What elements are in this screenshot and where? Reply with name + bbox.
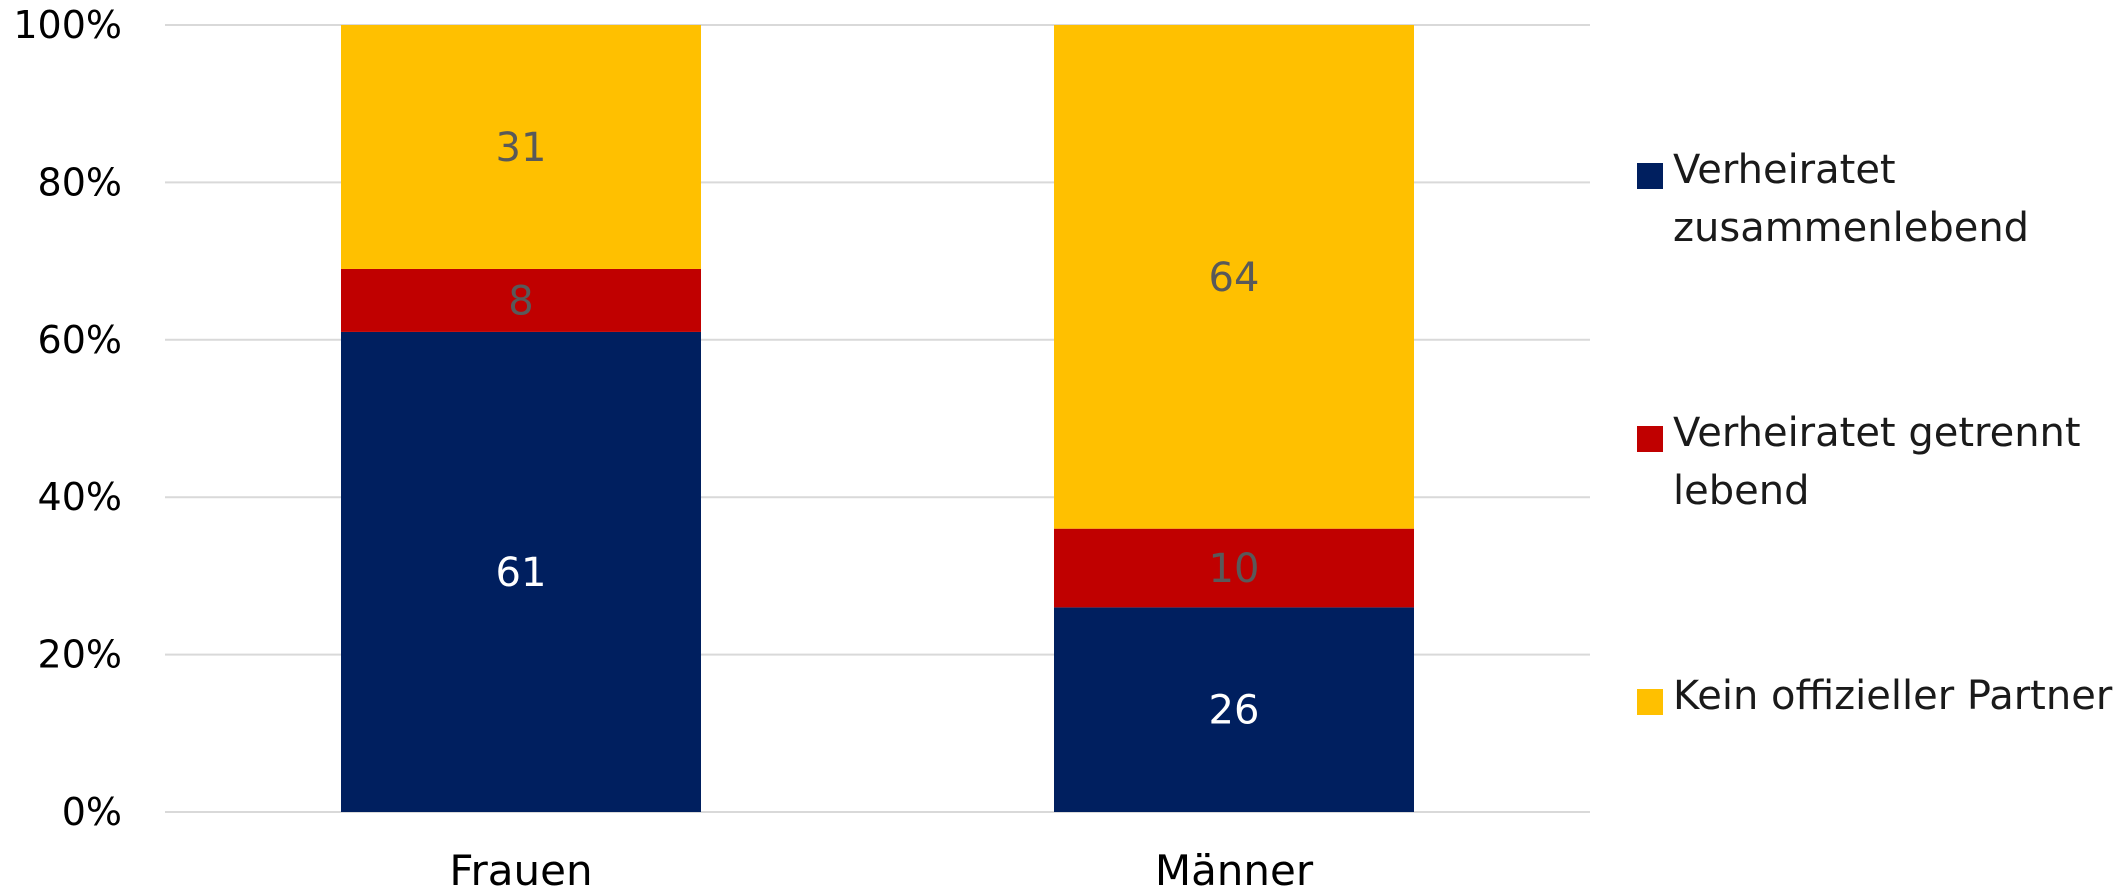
data-label: 31 (496, 125, 547, 171)
bar-segment (1054, 25, 1414, 529)
y-tick-label: 100% (13, 3, 122, 47)
data-label: 10 (1209, 546, 1260, 592)
x-category-label: Männer (1155, 846, 1314, 892)
bar-segment (1054, 607, 1414, 812)
legend-label: Verheiratet getrennt lebend (1673, 410, 2081, 514)
legend-label-line: zusammenlebend (1673, 205, 2029, 251)
legend-label: Kein offizieller Partner (1673, 673, 2113, 719)
legend-label-line: lebend (1673, 468, 1809, 514)
legend-label-line: Verheiratet getrennt (1673, 410, 2081, 456)
bar-segment (341, 331, 701, 812)
y-tick-label: 80% (38, 160, 122, 204)
y-tick-label: 0% (62, 790, 122, 834)
legend-swatch (1637, 426, 1663, 452)
legend-label-line: Kein offizieller Partner (1673, 673, 2113, 719)
bar-segment (341, 268, 701, 332)
data-label: 26 (1209, 688, 1260, 734)
legend-label-line: Verheiratet (1673, 147, 1896, 193)
y-tick-label: 20% (38, 633, 122, 677)
legend: Verheiratet zusammenlebend Verheiratet get… (1637, 147, 2113, 719)
x-category-label: Frauen (449, 846, 592, 892)
y-tick-label: 60% (38, 318, 122, 362)
bar-segment (341, 25, 701, 269)
bar-segment (1054, 528, 1414, 608)
data-label: 61 (496, 550, 547, 596)
y-axis-ticks: 0% 20% 40% 60% 80% 100% (13, 3, 122, 834)
legend-swatch (1637, 163, 1663, 189)
x-axis-categories: Frauen Männer (449, 846, 1313, 892)
data-label: 64 (1209, 255, 1260, 301)
legend-swatch (1637, 689, 1663, 715)
y-tick-label: 40% (38, 475, 122, 519)
legend-label: Verheiratet zusammenlebend (1673, 147, 2029, 251)
bars: 61 8 31 26 10 64 (341, 25, 1414, 812)
data-label: 8 (508, 278, 533, 324)
